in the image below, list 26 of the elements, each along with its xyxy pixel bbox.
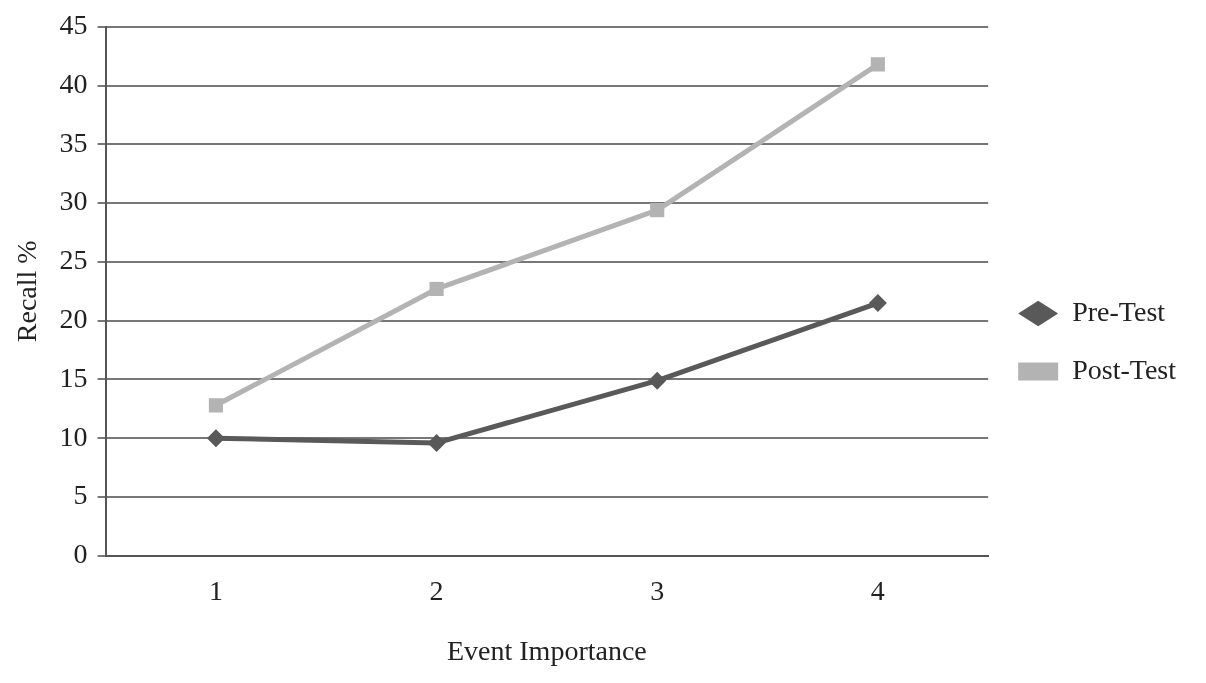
point	[427, 433, 446, 452]
y-tick-label: 15	[59, 361, 88, 393]
y-tick-label: 0	[73, 538, 88, 570]
x-tick-label: 1	[208, 574, 223, 606]
point	[868, 294, 887, 313]
y-axis-title: Recall %	[11, 240, 43, 343]
y-tick-label: 40	[59, 67, 88, 99]
x-tick-label: 4	[870, 574, 885, 606]
x-tick-label: 3	[650, 574, 665, 606]
y-tick-label: 35	[59, 126, 88, 158]
y-tick-label: 20	[59, 303, 88, 335]
y-tick-label: 30	[59, 185, 88, 217]
legend-label: Pre-Test	[1072, 295, 1166, 327]
y-tick-label: 10	[59, 420, 88, 452]
y-tick-label: 25	[59, 244, 88, 276]
point	[208, 398, 223, 413]
x-axis-title: Event Importance	[446, 634, 647, 666]
legend-label: Post-Test	[1072, 353, 1177, 385]
y-tick-label: 5	[73, 479, 88, 511]
point	[650, 203, 665, 218]
point	[429, 281, 444, 297]
point	[870, 57, 885, 72]
point	[206, 429, 225, 448]
point	[648, 371, 667, 390]
x-tick-label: 2	[429, 574, 444, 606]
y-tick-label: 45	[59, 9, 88, 41]
